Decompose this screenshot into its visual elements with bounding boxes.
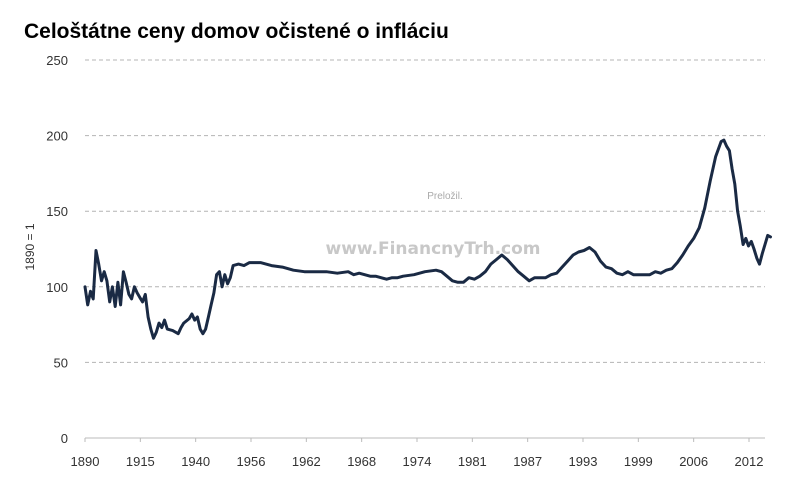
x-tick-label: 1999 (624, 454, 653, 469)
y-axis-label: 1890 = 1 (23, 223, 37, 270)
x-tick-label: 1974 (403, 454, 432, 469)
x-tick-label: 1981 (458, 454, 487, 469)
x-tick-label: 1962 (292, 454, 321, 469)
x-axis-ticks: 1890 1915 1940 1956 1962 1968 1974 1981 1987 1993… (71, 438, 764, 469)
series-line (83, 138, 772, 340)
x-tick-label: 1890 (71, 454, 100, 469)
y-tick-label: 100 (46, 280, 68, 295)
watermark: www.FinancnyTrh.com (325, 239, 540, 259)
x-tick-label: 2012 (735, 454, 764, 469)
x-tick-label: 1968 (347, 454, 376, 469)
x-tick-label: 1915 (126, 454, 155, 469)
series-layer (83, 138, 772, 340)
x-tick-label: 1956 (237, 454, 266, 469)
y-tick-label: 250 (46, 53, 68, 68)
x-tick-label: 1940 (181, 454, 210, 469)
y-tick-label: 50 (54, 355, 68, 370)
grid-lines (85, 59, 765, 439)
y-tick-label: 0 (61, 431, 68, 446)
chart-title: Celoštátne ceny domov očistené o infláci… (24, 20, 449, 43)
y-tick-label: 200 (46, 129, 68, 144)
y-tick-label: 150 (46, 204, 68, 219)
y-axis-ticks: 0 50 100 150 200 250 (46, 53, 68, 446)
watermark-small: Preložil. (427, 191, 463, 202)
x-tick-label: 1993 (569, 454, 598, 469)
x-tick-label: 2006 (679, 454, 708, 469)
x-tick-label: 1987 (513, 454, 542, 469)
